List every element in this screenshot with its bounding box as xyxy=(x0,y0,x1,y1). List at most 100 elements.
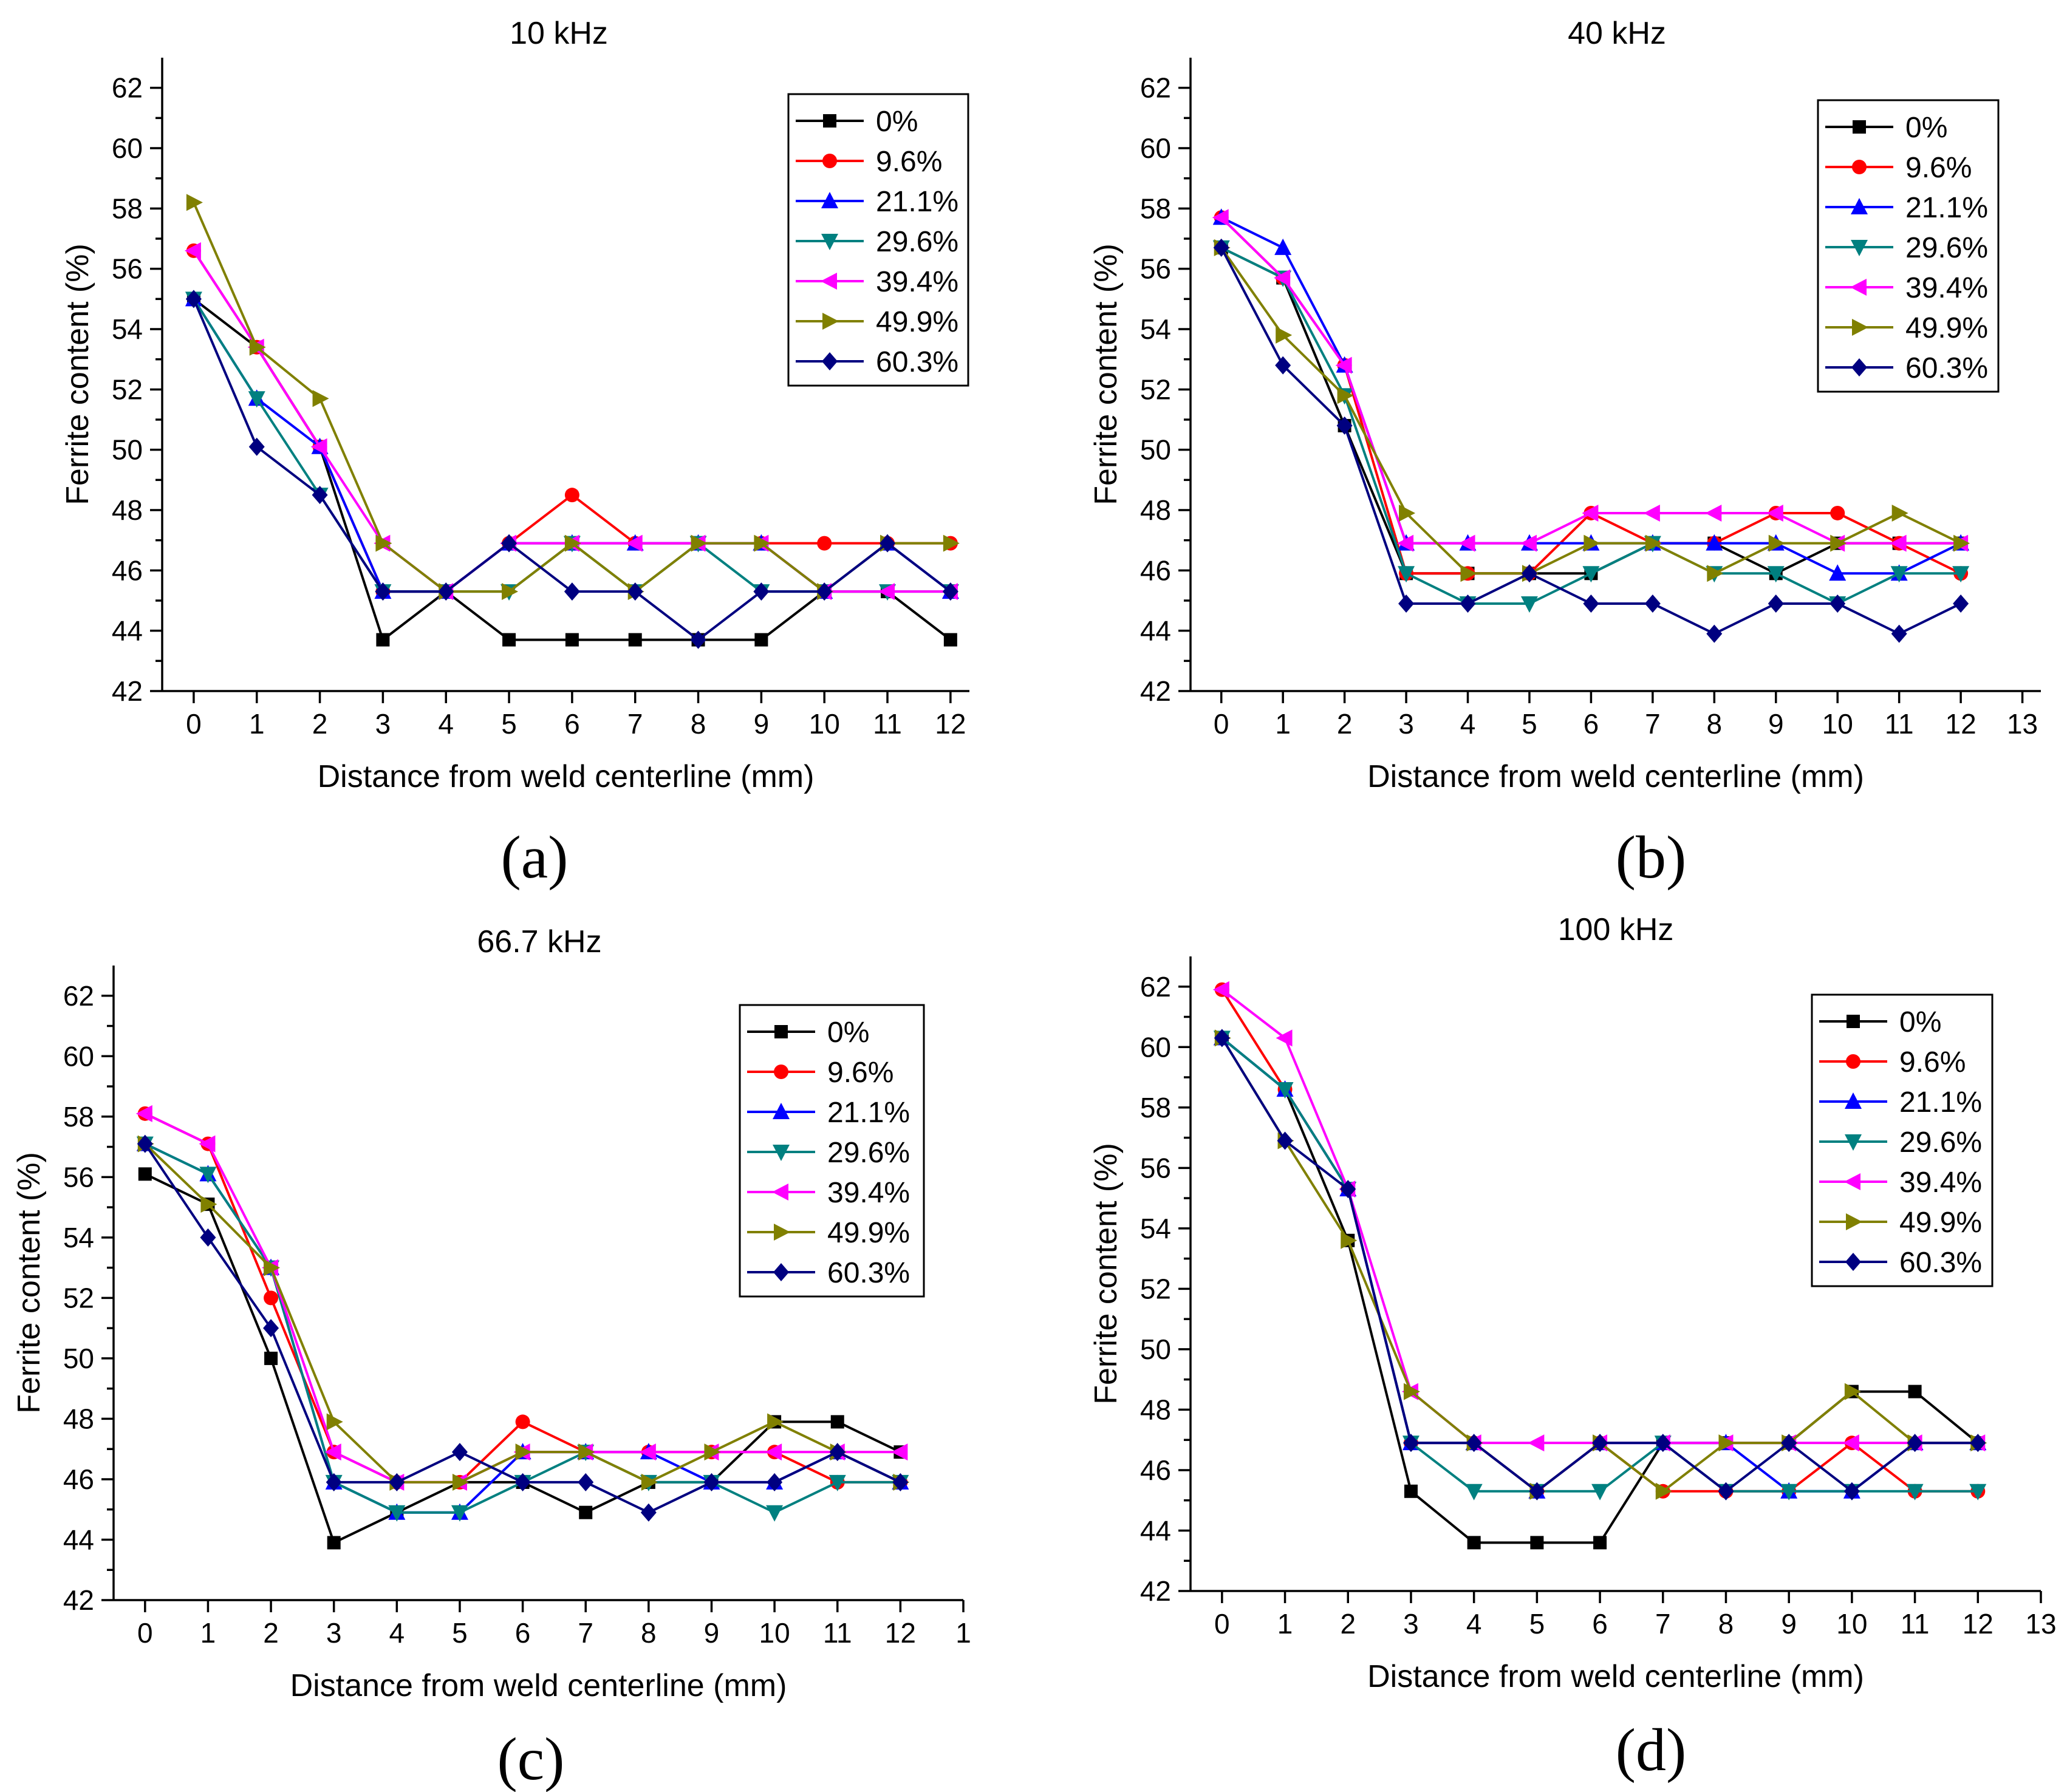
x-tick-label: 0 xyxy=(137,1617,153,1649)
data-point xyxy=(1766,504,1783,522)
data-point xyxy=(515,1443,532,1461)
y-tick-label: 56 xyxy=(63,1161,94,1193)
data-point xyxy=(1830,505,1845,520)
legend-marker xyxy=(772,1184,788,1201)
chart-title: 100 kHz xyxy=(1558,912,1674,947)
data-point xyxy=(1655,1434,1671,1453)
x-tick-label: 9 xyxy=(1781,1608,1797,1640)
x-tick-label: 13 xyxy=(2007,708,2038,740)
legend-label: 60.3% xyxy=(1905,352,1988,384)
data-point xyxy=(1403,1383,1420,1400)
y-tick-label: 56 xyxy=(1140,1152,1171,1184)
data-point xyxy=(184,242,201,259)
legend-marker xyxy=(773,1145,790,1161)
data-point xyxy=(754,534,771,552)
legend-label: 49.9% xyxy=(827,1217,910,1249)
data-point xyxy=(829,1474,846,1491)
y-tick-label: 56 xyxy=(1140,253,1171,285)
data-point xyxy=(451,1443,468,1462)
x-tick-label: 4 xyxy=(389,1617,405,1649)
data-point xyxy=(640,1503,657,1522)
data-point xyxy=(1645,534,1662,552)
x-tick-label: 1 xyxy=(1277,1608,1293,1640)
chart-title: 66.7 kHz xyxy=(477,924,601,959)
data-point xyxy=(137,1134,153,1153)
legend: 0% 9.6% 21.1% 29.6% 39.4% 49.9% 60.3% xyxy=(1817,99,2000,393)
data-point xyxy=(324,1443,341,1461)
legend-marker xyxy=(773,1103,790,1119)
data-point xyxy=(502,583,519,601)
data-point xyxy=(326,1413,343,1431)
data-point xyxy=(816,582,833,601)
data-point xyxy=(1780,1484,1798,1501)
data-point xyxy=(1336,416,1353,435)
data-point xyxy=(1781,1434,1797,1453)
data-point xyxy=(1275,356,1291,375)
data-point xyxy=(1706,534,1723,551)
x-tick-label: 11 xyxy=(1901,1608,1930,1640)
x-tick-label: 8 xyxy=(1707,708,1723,740)
y-tick-label: 54 xyxy=(1140,1213,1171,1244)
data-point xyxy=(375,534,392,552)
x-tick-label: 1 xyxy=(1275,708,1291,740)
data-point xyxy=(1465,1484,1483,1501)
x-tick-label: 2 xyxy=(1337,708,1353,740)
data-point xyxy=(1530,1536,1544,1550)
y-tick-label: 62 xyxy=(1140,72,1171,104)
y-tick-label: 60 xyxy=(1140,1031,1171,1063)
data-point xyxy=(1335,356,1352,374)
data-point xyxy=(1908,1385,1922,1399)
data-point xyxy=(310,438,327,455)
y-tick-label: 42 xyxy=(1140,1575,1171,1607)
data-point xyxy=(1398,566,1415,583)
data-point xyxy=(579,1505,593,1519)
legend-marker xyxy=(1852,160,1867,174)
y-tick-label: 52 xyxy=(1140,1273,1171,1304)
x-tick-label: 0 xyxy=(1214,708,1229,740)
legend-label: 29.6% xyxy=(1905,232,1988,264)
data-point xyxy=(578,1443,595,1461)
data-point xyxy=(375,582,391,601)
data-point xyxy=(1397,534,1414,552)
y-axis-label: Ferrite content (%) xyxy=(1088,1143,1124,1405)
legend: 0% 9.6% 21.1% 29.6% 39.4% 49.9% 60.3% xyxy=(1811,993,1994,1287)
x-tick-label: 0 xyxy=(1214,1608,1230,1640)
x-tick-label: 2 xyxy=(263,1617,279,1649)
legend-marker xyxy=(773,1263,789,1281)
panel-caption: (a) xyxy=(501,823,569,891)
data-point xyxy=(1520,534,1537,552)
legend-label: 21.1% xyxy=(1899,1086,1982,1119)
data-point xyxy=(451,1505,468,1522)
data-point xyxy=(1340,1180,1356,1199)
data-point xyxy=(1213,238,1229,257)
y-tick-label: 54 xyxy=(63,1222,94,1253)
y-tick-label: 48 xyxy=(112,494,143,526)
x-tick-label: 7 xyxy=(1645,708,1661,740)
y-tick-label: 60 xyxy=(63,1040,94,1072)
data-point xyxy=(942,582,958,601)
data-point xyxy=(312,390,329,407)
data-point xyxy=(248,437,265,456)
y-tick-label: 58 xyxy=(112,192,143,224)
x-tick-label: 9 xyxy=(754,708,770,740)
x-tick-label: 12 xyxy=(1963,1608,1994,1640)
data-point xyxy=(185,290,202,308)
data-point xyxy=(1707,565,1724,582)
x-tick-label: 5 xyxy=(501,708,517,740)
x-tick-label: 6 xyxy=(1592,1608,1608,1640)
data-point xyxy=(1212,981,1229,998)
legend-marker xyxy=(1851,240,1868,256)
x-tick-label: 8 xyxy=(691,708,706,740)
data-point xyxy=(878,583,895,601)
x-tick-label: 13 xyxy=(2025,1608,2056,1640)
data-point xyxy=(200,1228,216,1247)
legend-marker xyxy=(1844,1173,1860,1190)
y-tick-label: 48 xyxy=(1140,1394,1171,1425)
x-tick-label: 12 xyxy=(885,1617,916,1649)
data-point xyxy=(641,1473,658,1491)
y-tick-label: 50 xyxy=(1140,434,1171,466)
data-point xyxy=(1398,594,1415,613)
chart-title: 40 kHz xyxy=(1568,16,1666,51)
x-tick-label: 6 xyxy=(1584,708,1599,740)
